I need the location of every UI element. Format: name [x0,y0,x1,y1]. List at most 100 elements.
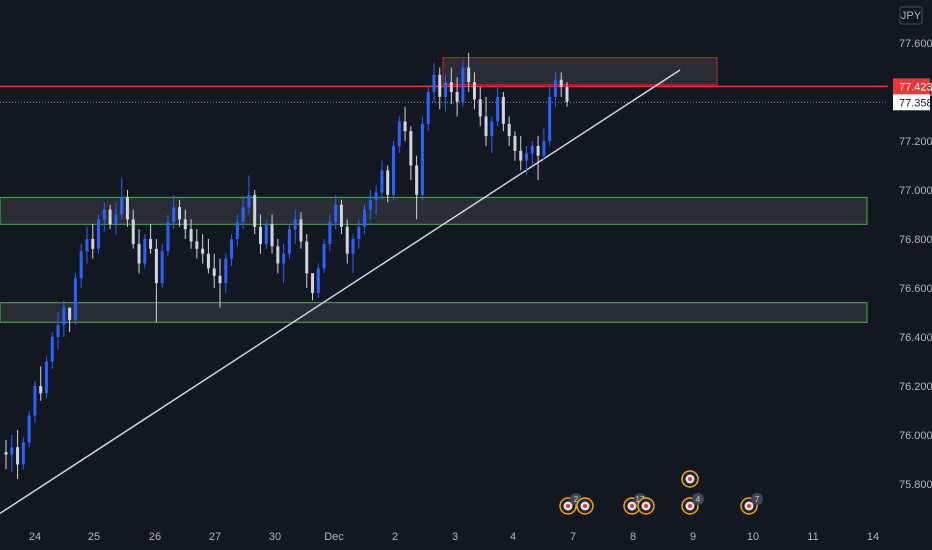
candle-body [27,415,31,443]
candle-body [345,226,349,254]
candle-body [316,268,320,293]
candle-body [33,386,37,416]
trendline[interactable] [0,69,681,515]
candle [559,72,563,97]
candle-body [131,219,135,244]
candle-body [235,221,239,239]
time-tick-label: 2 [392,531,398,543]
candle [438,67,442,110]
support-zone[interactable] [0,302,868,323]
candle-body [91,239,95,249]
event-badge[interactable] [637,497,655,515]
candle [149,224,153,254]
candle-body [363,209,367,227]
last-price-tag: 77.358 [893,94,932,111]
candle-body [501,96,505,124]
candle-body [299,219,303,242]
time-tick-label: 26 [149,531,161,543]
event-badge[interactable] [681,470,699,488]
candle-body [565,87,569,102]
candle-body [519,150,523,161]
resistance-zone[interactable] [442,57,718,86]
resistance-price-tag: 77.423 [893,78,932,95]
candle-body [415,165,419,195]
candle [85,226,89,264]
candle [195,229,199,259]
flag-dot-icon [747,504,751,508]
event-badge[interactable]: 2 [559,493,582,515]
price-tick-label: 77.000 [899,185,932,197]
time-tick-label: 8 [630,531,636,543]
candle [241,197,245,230]
candle [391,141,395,200]
candle-body [39,386,43,394]
candle-body [189,229,193,242]
candle [10,435,14,472]
candle [519,136,523,171]
event-badge[interactable] [576,497,594,515]
candle [125,190,129,227]
candle [525,145,529,176]
candle-body [178,207,182,220]
time-tick-label: Dec [324,531,344,543]
candle-body [368,199,372,210]
candle [426,87,430,132]
candle [496,87,500,127]
candle [201,234,205,264]
candle-body [380,170,384,193]
time-axis[interactable]: 24 25 26 27 30 Dec 2 3 4 7 8 9 10 11 14 [29,531,879,543]
price-tick-label: 76.000 [899,430,932,442]
candle [91,224,95,259]
event-badge[interactable]: 7 [740,493,763,515]
candle [351,234,355,274]
candle [27,410,31,448]
price-axis[interactable]: 75.800 76.000 76.200 76.400 76.600 76.800 77.0… [893,38,932,491]
candle [507,116,511,146]
price-tick-label: 75.800 [899,479,932,491]
candle-body [536,145,540,156]
candle [218,258,222,308]
candle-body [472,82,476,100]
candle-body [183,219,187,230]
flag-dot-icon [688,504,692,508]
candle [270,214,274,254]
candle [282,243,286,284]
candle [444,74,448,112]
candle [224,253,228,293]
candle-body [276,246,280,264]
candle [56,312,60,350]
candle-body [85,239,89,252]
candle [530,141,534,166]
candle-body [149,239,153,249]
candle-body [426,92,430,124]
candle-body [420,123,424,195]
candle [287,224,291,259]
candle-body [455,92,459,102]
candle [548,87,552,146]
candle-body [293,219,297,230]
candle [212,253,216,288]
candle-body [218,275,222,284]
candle [472,72,476,110]
price-tick-label: 76.200 [899,381,932,393]
candle-body [44,361,48,394]
candle-body [287,229,291,254]
event-badge[interactable]: 4 [681,493,704,515]
price-tick-label: 77.600 [899,38,932,50]
candle [409,126,413,181]
support-zone[interactable] [0,196,868,225]
candle-body [172,207,176,222]
candle [293,209,297,244]
candle [21,437,25,470]
candle [334,194,338,230]
currency-button[interactable]: JPY [899,6,923,25]
candle-body [230,239,234,259]
candle-body [397,121,401,146]
candle [316,263,320,298]
candle-body [478,99,482,117]
candle-body [120,197,124,215]
candle [363,204,367,235]
currency-label: JPY [901,10,922,22]
candle-body [490,121,494,137]
